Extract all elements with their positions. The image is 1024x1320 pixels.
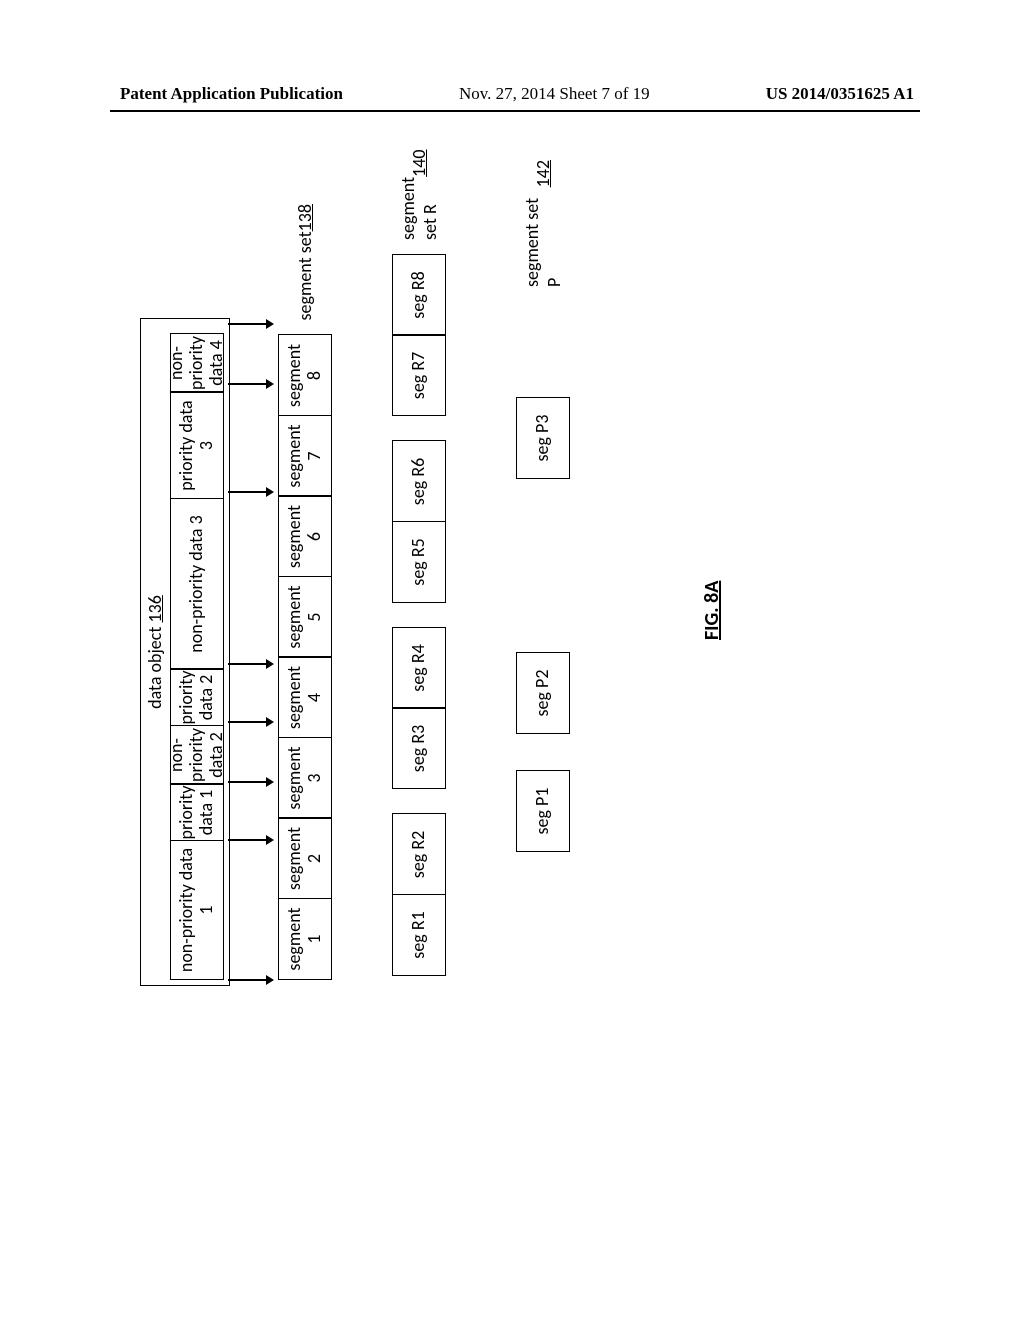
segment-cell: segment 6: [278, 496, 332, 578]
seg-r-cell: seg R8: [392, 254, 446, 336]
segment-cell: segment 3: [278, 737, 332, 819]
seg-r-cell: seg R6: [392, 441, 446, 523]
segment-set-r-label: segment set R 140: [392, 150, 446, 241]
arrow-head: [266, 975, 274, 985]
seg-r-cell: seg R5: [392, 521, 446, 603]
segment-cell: segment 4: [278, 657, 332, 739]
figure-rotated-canvas: data object 136non-priority data 1priori…: [130, 160, 790, 980]
data-cell: non-priority data 4: [170, 333, 224, 393]
arrow-shaft: [228, 781, 266, 783]
segment-cell: segment 7: [278, 415, 332, 497]
arrow-head: [266, 777, 274, 787]
segment-cell: segment 2: [278, 818, 332, 900]
data-cell: non-priority data 2: [170, 725, 224, 785]
seg-r-cell: seg R1: [392, 894, 446, 976]
arrow-shaft: [228, 721, 266, 723]
arrow-shaft: [228, 383, 266, 385]
seg-p-cell: seg P3: [516, 397, 570, 479]
data-object-row: non-priority data 1priority data 1non-pr…: [170, 333, 224, 980]
header-center: Nov. 27, 2014 Sheet 7 of 19: [459, 84, 650, 104]
ref-136: 136: [144, 595, 166, 622]
header-left: Patent Application Publication: [120, 84, 343, 104]
arrow-head: [266, 835, 274, 845]
seg-r-cell: seg R2: [392, 814, 446, 896]
arrow-shaft: [228, 979, 266, 981]
seg-p-cell: seg P1: [516, 770, 570, 852]
arrow-head: [266, 379, 274, 389]
ref-138: 138: [294, 204, 316, 231]
data-cell: priority data 1: [170, 784, 224, 842]
arrow-head: [266, 659, 274, 669]
segment-cell: segment 5: [278, 576, 332, 658]
segment-set-label: segment set 138: [278, 204, 332, 321]
data-cell: non-priority data 1: [170, 840, 224, 980]
arrow-head: [266, 487, 274, 497]
seg-r-cell: seg R4: [392, 627, 446, 709]
data-cell: priority data 2: [170, 669, 224, 727]
figure-area: data object 136non-priority data 1priori…: [130, 160, 790, 980]
segment-set-p-label: segment set P 142: [516, 160, 570, 287]
seg-r-cell: seg R3: [392, 708, 446, 790]
arrow-head: [266, 717, 274, 727]
arrow-head: [266, 319, 274, 329]
arrow-shaft: [228, 663, 266, 665]
seg-r-cell: seg R7: [392, 335, 446, 417]
ref-140: 140: [408, 150, 430, 177]
data-object-label: data object 136: [144, 324, 166, 980]
figure-label: FIG. 8A: [700, 581, 724, 640]
arrow-shaft: [228, 839, 266, 841]
page-header: Patent Application Publication Nov. 27, …: [0, 84, 1024, 104]
segment-set-row: segment 1segment 2segment 3segment 4segm…: [278, 335, 332, 981]
segment-cell: segment 1: [278, 898, 332, 980]
seg-p-cell: seg P2: [516, 652, 570, 734]
segment-cell: segment 8: [278, 335, 332, 417]
header-rule: [110, 110, 920, 112]
arrow-shaft: [228, 323, 266, 325]
ref-142: 142: [532, 160, 554, 187]
data-cell: priority data 3: [170, 392, 224, 500]
arrow-shaft: [228, 491, 266, 493]
data-cell: non-priority data 3: [170, 498, 224, 670]
header-right: US 2014/0351625 A1: [766, 84, 914, 104]
